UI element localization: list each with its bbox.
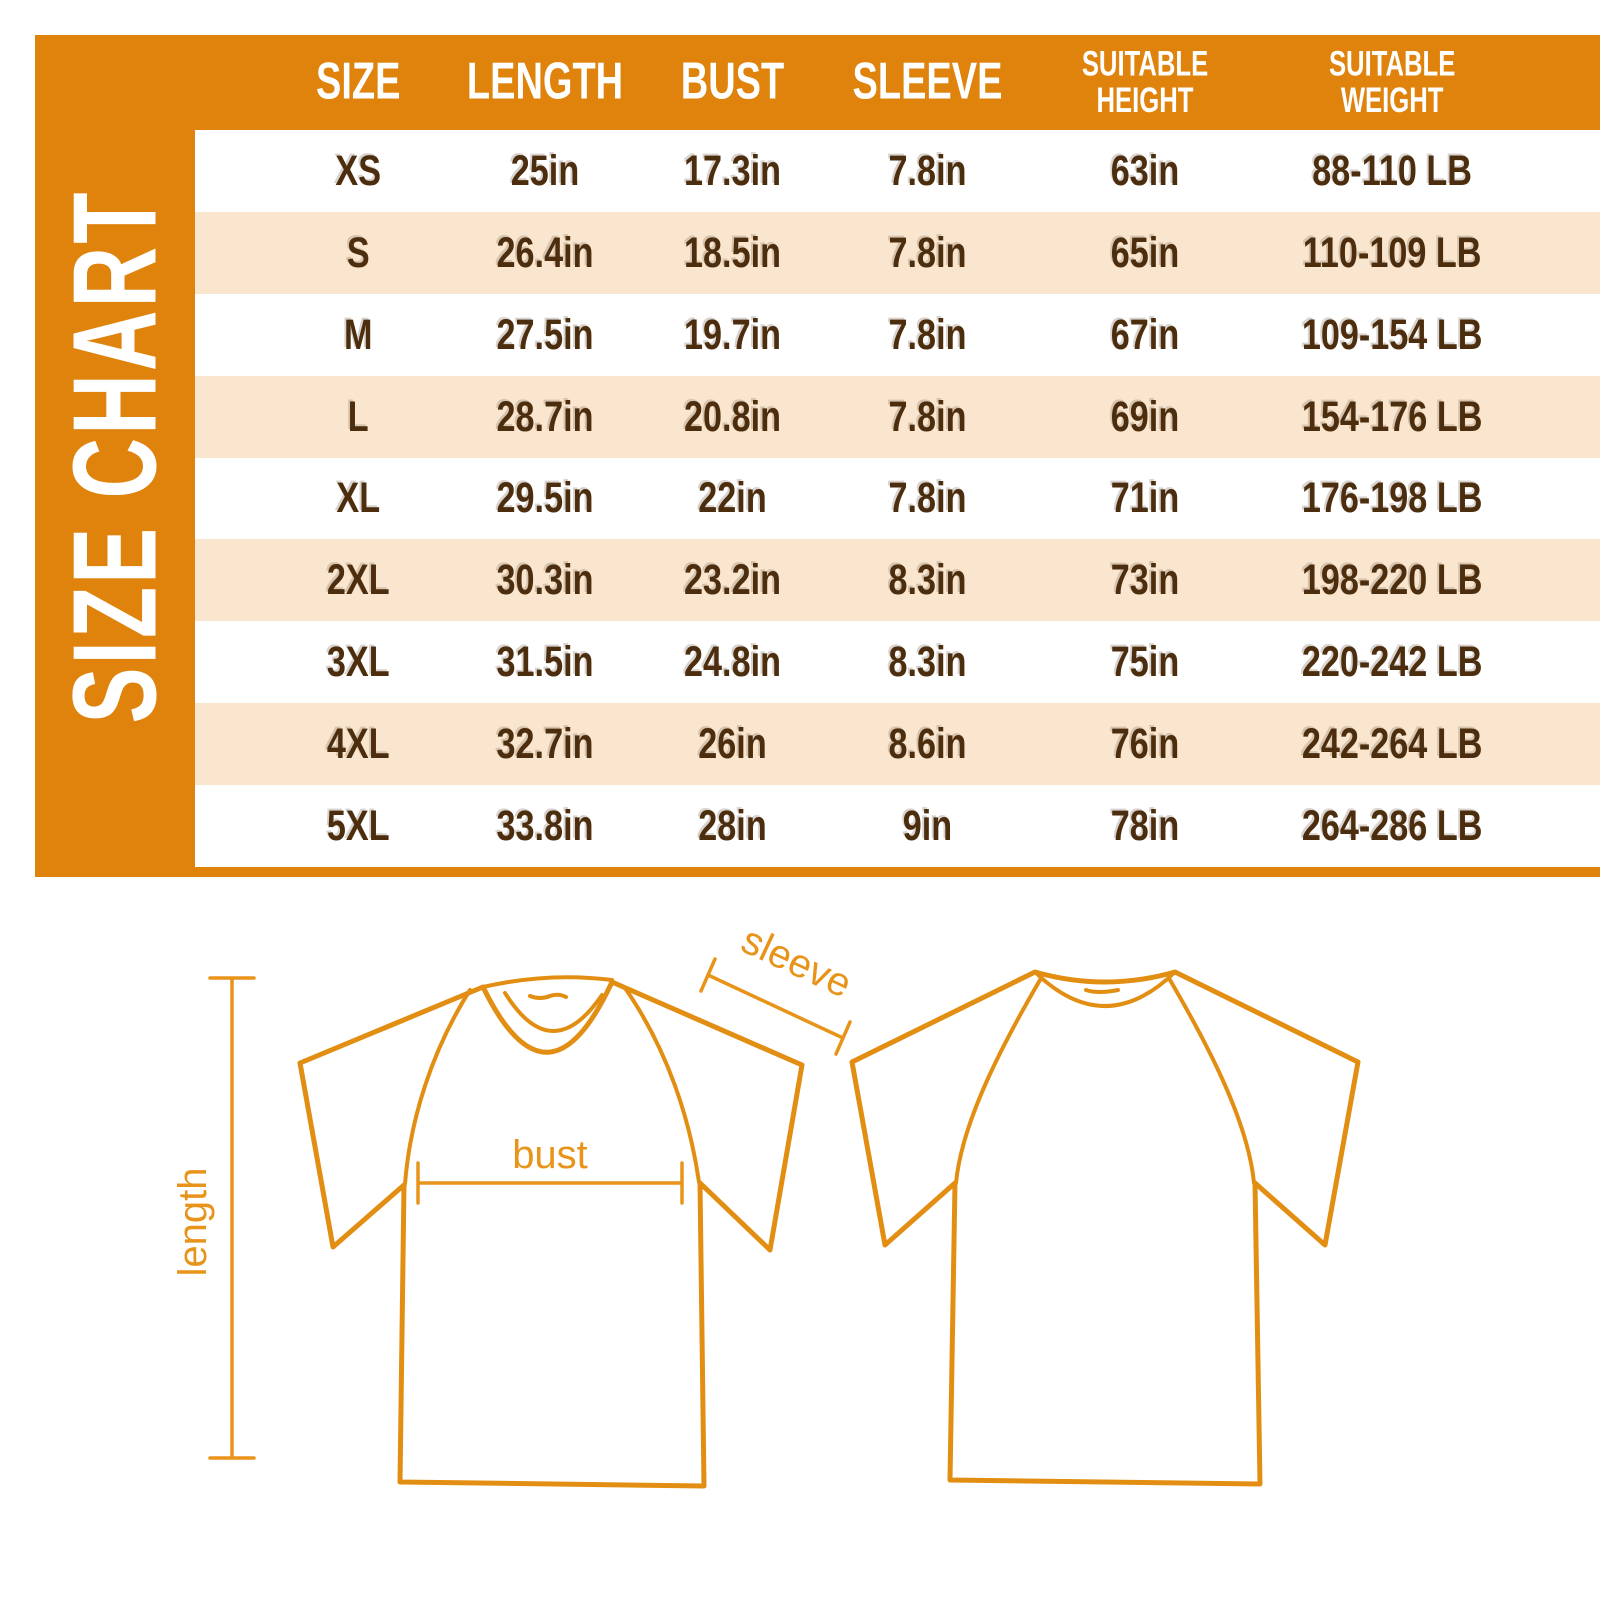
table-cell: S bbox=[346, 228, 370, 277]
front-collar-inner-arc bbox=[503, 991, 604, 1033]
table-cell: 176-198 LB bbox=[1301, 473, 1483, 523]
table-cell: 8.3in bbox=[888, 637, 967, 686]
column-header: BUST bbox=[680, 52, 785, 111]
table-cell: 67in bbox=[1110, 309, 1180, 359]
length-measure: length bbox=[171, 976, 256, 1460]
table-row: 3XL 31.5in 24.8in 8.3in 75in 220-242 LB bbox=[195, 621, 1600, 703]
table-cell: 30.3in bbox=[496, 555, 594, 604]
table-cell: 7.8in bbox=[888, 309, 967, 359]
table-cell: 33.8in bbox=[496, 801, 594, 850]
column-header: LENGTH bbox=[466, 52, 624, 111]
table-cell: 198-220 LB bbox=[1301, 555, 1483, 604]
column-header: SUITABLE WEIGHT bbox=[1328, 44, 1456, 121]
table-cell: 20.8in bbox=[684, 391, 781, 441]
table-cell: 7.8in bbox=[888, 228, 967, 277]
table-cell: 264-286 LB bbox=[1301, 801, 1483, 850]
table-cell: M bbox=[344, 309, 373, 359]
table-cell: 32.7in bbox=[496, 719, 594, 768]
table-cell: 242-264 LB bbox=[1301, 719, 1483, 768]
bust-measure-line bbox=[416, 1161, 684, 1205]
table-cell: 19.7in bbox=[684, 309, 781, 359]
table-cell: 109-154 LB bbox=[1301, 309, 1483, 359]
length-label: length bbox=[171, 1168, 215, 1277]
table-cell: 31.5in bbox=[496, 637, 594, 686]
sleeve-measure-line bbox=[699, 957, 852, 1056]
table-cell: XS bbox=[335, 146, 382, 195]
table-cell: XL bbox=[336, 473, 381, 523]
table-cell: 69in bbox=[1110, 391, 1180, 441]
column-header: SUITABLE HEIGHT bbox=[1081, 44, 1209, 121]
table-cell: 88-110 LB bbox=[1312, 146, 1472, 195]
table-row: 5XL 33.8in 28in 9in 78in 264-286 LB bbox=[195, 785, 1600, 867]
back-collar-band-arc bbox=[1033, 970, 1177, 1008]
table-cell: 65in bbox=[1110, 228, 1180, 277]
table-cell: 28in bbox=[698, 801, 767, 850]
table-cell: 7.8in bbox=[888, 391, 967, 441]
table-row: 2XL 30.3in 23.2in 8.3in 73in 198-220 LB bbox=[195, 539, 1600, 622]
table-row: XL 29.5in 22in 7.8in 71in 176-198 LB bbox=[195, 458, 1600, 540]
table-cell: 17.3in bbox=[684, 146, 781, 195]
tshirt-measurement-diagram: length bust sleeve bbox=[171, 918, 1361, 1489]
back-collar-tag-mark bbox=[1084, 988, 1120, 994]
front-collar-top-edge bbox=[481, 975, 614, 989]
back-right-armhole-seam bbox=[1168, 978, 1256, 1185]
table-cell: 2XL bbox=[326, 555, 390, 604]
table-cell: 73in bbox=[1110, 555, 1180, 604]
size-chart-frame: SIZE CHART SIZE LENGTH BUST SLEEVE SUITABLE … bbox=[35, 35, 1600, 877]
front-shirt-outline bbox=[297, 979, 805, 1489]
table-cell: 110-109 LB bbox=[1302, 228, 1482, 277]
table-cell: 28.7in bbox=[496, 391, 594, 441]
page-title: SIZE CHART bbox=[47, 189, 182, 723]
table-cell: 220-242 LB bbox=[1301, 637, 1483, 686]
table-cell: 75in bbox=[1110, 637, 1180, 686]
table-cell: 26in bbox=[698, 719, 767, 768]
table-cell: 24.8in bbox=[684, 637, 781, 686]
back-shirt-outline bbox=[849, 969, 1361, 1487]
table-cell: 18.5in bbox=[684, 228, 781, 277]
table-cell: 4XL bbox=[326, 719, 390, 768]
table-cell: 78in bbox=[1110, 801, 1180, 850]
table-row: S 26.4in 18.5in 7.8in 65in 110-109 LB bbox=[195, 211, 1600, 294]
table-cell: 9in bbox=[902, 801, 953, 850]
table-cell: L bbox=[347, 391, 369, 441]
front-left-armhole-seam bbox=[403, 988, 472, 1186]
table-cell: 27.5in bbox=[496, 309, 594, 359]
front-shirt-diagram bbox=[297, 975, 805, 1489]
table-cell: 25in bbox=[510, 146, 580, 195]
table-row: XS 25in 17.3in 7.8in 63in 88-110 LB bbox=[195, 130, 1600, 212]
table-cell: 8.6in bbox=[888, 719, 967, 768]
sleeve-label: sleeve bbox=[735, 918, 858, 1007]
bust-measure: bust bbox=[416, 1133, 684, 1205]
table-body: XS 25in 17.3in 7.8in 63in 88-110 LB S 26.4in 18.… bbox=[195, 130, 1600, 867]
column-header: SIZE bbox=[316, 52, 401, 111]
bust-label: bust bbox=[512, 1133, 588, 1177]
front-right-armhole-seam bbox=[623, 986, 701, 1184]
table-cell: 7.8in bbox=[888, 146, 967, 195]
chart-title-band: SIZE CHART bbox=[35, 35, 195, 877]
table-cell: 76in bbox=[1110, 719, 1180, 768]
length-measure-line bbox=[208, 976, 256, 1460]
column-header: SLEEVE bbox=[852, 52, 1003, 111]
back-shirt-diagram bbox=[849, 969, 1361, 1487]
table-cell: 23.2in bbox=[684, 555, 781, 604]
table-cell: 22in bbox=[698, 473, 767, 523]
table-cell: 3XL bbox=[326, 637, 390, 686]
back-left-armhole-seam bbox=[954, 978, 1042, 1185]
table-cell: 5XL bbox=[326, 801, 390, 850]
table-header-row: SIZE LENGTH BUST SLEEVE SUITABLE HEIGHT SUITA… bbox=[195, 35, 1600, 130]
table-row: 4XL 32.7in 26in 8.6in 76in 242-264 LB bbox=[195, 703, 1600, 786]
front-collar-tag-mark bbox=[528, 992, 568, 1000]
table-cell: 63in bbox=[1110, 146, 1180, 195]
table-cell: 8.3in bbox=[888, 555, 967, 604]
table-cell: 26.4in bbox=[496, 228, 594, 277]
table-cell: 154-176 LB bbox=[1301, 391, 1483, 441]
table-cell: 29.5in bbox=[496, 473, 594, 523]
table-row: L 28.7in 20.8in 7.8in 69in 154-176 LB bbox=[195, 375, 1600, 458]
table-cell: 7.8in bbox=[888, 473, 967, 523]
table-row: M 27.5in 19.7in 7.8in 67in 109-154 LB bbox=[195, 294, 1600, 376]
table-cell: 71in bbox=[1110, 473, 1180, 523]
